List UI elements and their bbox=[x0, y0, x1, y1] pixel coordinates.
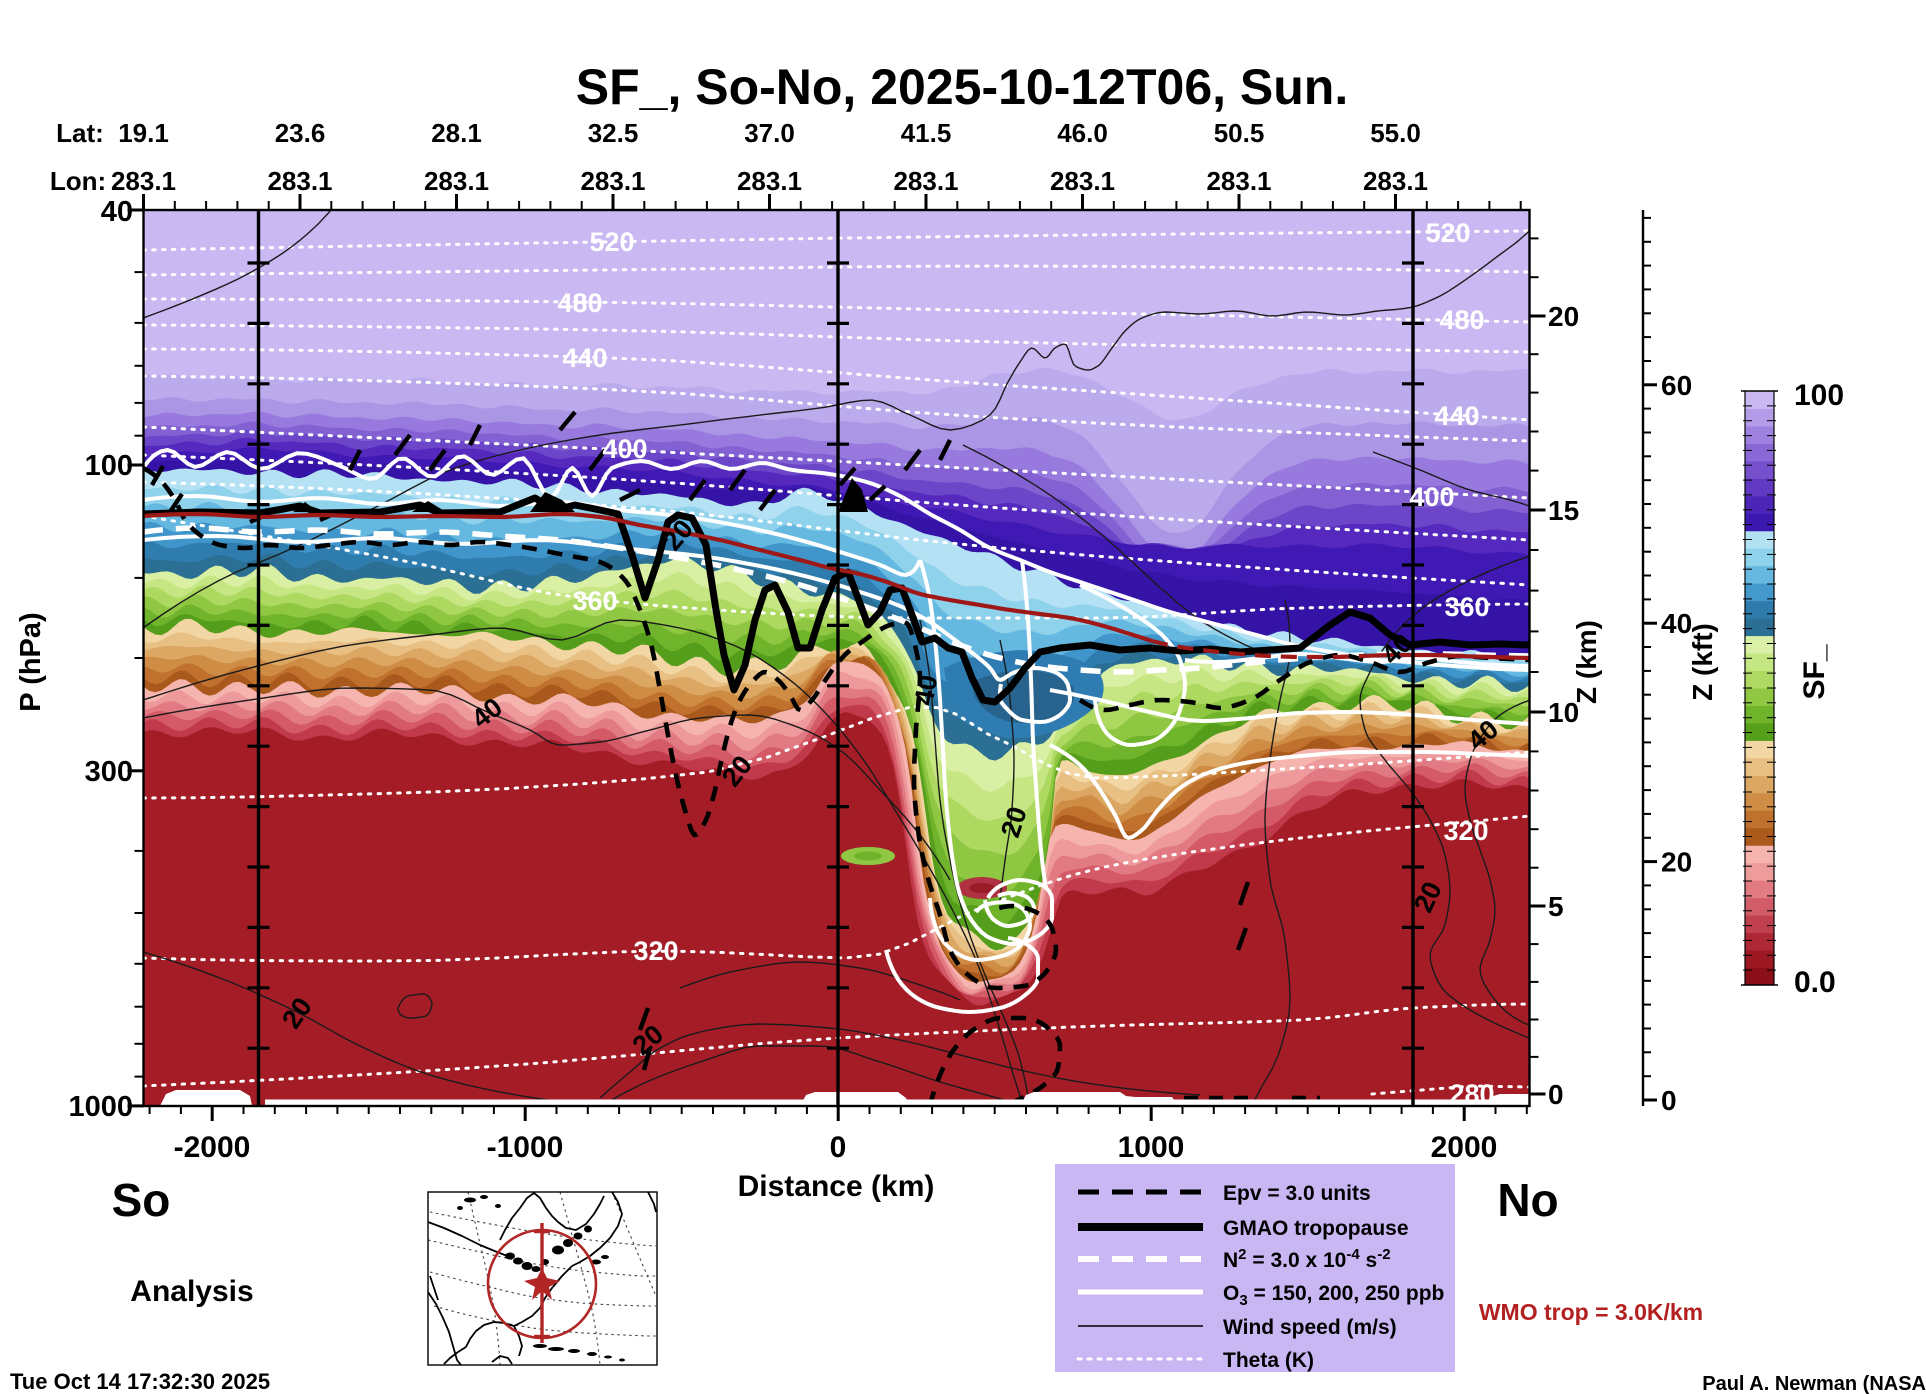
svg-text:320: 320 bbox=[633, 936, 678, 966]
svg-text:55.0: 55.0 bbox=[1370, 118, 1421, 148]
svg-text:50.5: 50.5 bbox=[1214, 118, 1265, 148]
svg-text:Z (km): Z (km) bbox=[1571, 620, 1602, 704]
svg-text:40: 40 bbox=[101, 196, 133, 228]
svg-text:440: 440 bbox=[562, 343, 607, 373]
svg-text:23.6: 23.6 bbox=[275, 118, 326, 148]
svg-text:0: 0 bbox=[1661, 1085, 1677, 1116]
svg-text:480: 480 bbox=[557, 288, 602, 318]
svg-text:400: 400 bbox=[602, 434, 647, 464]
svg-text:283.1: 283.1 bbox=[737, 166, 802, 196]
svg-text:20: 20 bbox=[1661, 847, 1692, 878]
svg-text:360: 360 bbox=[572, 586, 617, 616]
svg-text:283.1: 283.1 bbox=[1206, 166, 1271, 196]
svg-text:40: 40 bbox=[1661, 608, 1692, 639]
svg-text:300: 300 bbox=[85, 756, 133, 788]
svg-text:Lon:: Lon: bbox=[50, 166, 106, 196]
svg-text:1000: 1000 bbox=[1118, 1131, 1185, 1164]
svg-text:Theta (K): Theta (K) bbox=[1223, 1349, 1314, 1372]
svg-text:400: 400 bbox=[1409, 482, 1454, 512]
svg-text:520: 520 bbox=[1425, 218, 1470, 248]
svg-text:-2000: -2000 bbox=[174, 1131, 251, 1164]
svg-text:280: 280 bbox=[1449, 1079, 1494, 1109]
svg-text:Z (kft): Z (kft) bbox=[1687, 623, 1718, 701]
svg-text:0: 0 bbox=[1548, 1079, 1564, 1110]
svg-text:15: 15 bbox=[1548, 495, 1579, 526]
svg-text:60: 60 bbox=[1661, 370, 1692, 401]
svg-text:283.1: 283.1 bbox=[1363, 166, 1428, 196]
svg-text:283.1: 283.1 bbox=[424, 166, 489, 196]
svg-text:-1000: -1000 bbox=[487, 1131, 564, 1164]
svg-text:No: No bbox=[1497, 1174, 1558, 1226]
svg-text:46.0: 46.0 bbox=[1057, 118, 1108, 148]
svg-text:283.1: 283.1 bbox=[580, 166, 645, 196]
svg-text:41.5: 41.5 bbox=[901, 118, 952, 148]
svg-text:100: 100 bbox=[85, 450, 133, 482]
svg-text:360: 360 bbox=[1444, 592, 1489, 622]
svg-text:P (hPa): P (hPa) bbox=[15, 612, 47, 711]
svg-text:10: 10 bbox=[1548, 697, 1579, 728]
svg-text:N2 = 3.0 x 10-4 s-2: N2 = 3.0 x 10-4 s-2 bbox=[1223, 1246, 1391, 1272]
svg-text:Epv = 3.0 units: Epv = 3.0 units bbox=[1223, 1182, 1371, 1205]
svg-text:32.5: 32.5 bbox=[588, 118, 639, 148]
svg-text:320: 320 bbox=[1443, 816, 1488, 846]
svg-text:283.1: 283.1 bbox=[267, 166, 332, 196]
svg-text:520: 520 bbox=[589, 227, 634, 257]
svg-text:283.1: 283.1 bbox=[1050, 166, 1115, 196]
svg-text:2000: 2000 bbox=[1431, 1131, 1498, 1164]
svg-text:283.1: 283.1 bbox=[893, 166, 958, 196]
svg-text:Analysis: Analysis bbox=[130, 1275, 253, 1308]
svg-text:Distance (km): Distance (km) bbox=[738, 1170, 935, 1203]
svg-text:440: 440 bbox=[1434, 401, 1479, 431]
svg-text:1000: 1000 bbox=[68, 1091, 133, 1123]
svg-text:283.1: 283.1 bbox=[111, 166, 176, 196]
svg-text:40: 40 bbox=[909, 673, 944, 708]
svg-text:28.1: 28.1 bbox=[431, 118, 482, 148]
svg-text:5: 5 bbox=[1548, 891, 1564, 922]
svg-text:O3 = 150, 200, 250 ppb: O3 = 150, 200, 250 ppb bbox=[1223, 1282, 1444, 1309]
svg-text:Tue Oct 14 17:32:30 2025: Tue Oct 14 17:32:30 2025 bbox=[10, 1369, 270, 1394]
svg-text:GMAO tropopause: GMAO tropopause bbox=[1223, 1217, 1409, 1240]
svg-text:Lat:: Lat: bbox=[56, 118, 104, 148]
svg-text:37.0: 37.0 bbox=[744, 118, 795, 148]
svg-text:SF_, So-No, 2025-10-12T06, Sun: SF_, So-No, 2025-10-12T06, Sun. bbox=[576, 59, 1349, 115]
svg-text:Paul A. Newman (NASA: Paul A. Newman (NASA bbox=[1702, 1373, 1926, 1394]
svg-text:Wind speed (m/s): Wind speed (m/s) bbox=[1223, 1316, 1397, 1339]
svg-text:19.1: 19.1 bbox=[118, 118, 169, 148]
svg-text:0: 0 bbox=[830, 1131, 847, 1164]
svg-text:100: 100 bbox=[1794, 379, 1844, 412]
svg-text:So: So bbox=[112, 1174, 171, 1226]
svg-text:0.0: 0.0 bbox=[1794, 966, 1836, 999]
svg-text:480: 480 bbox=[1439, 305, 1484, 335]
svg-text:SF_: SF_ bbox=[1798, 644, 1831, 699]
svg-text:20: 20 bbox=[1548, 301, 1579, 332]
svg-text:WMO trop = 3.0K/km: WMO trop = 3.0K/km bbox=[1479, 1299, 1703, 1325]
